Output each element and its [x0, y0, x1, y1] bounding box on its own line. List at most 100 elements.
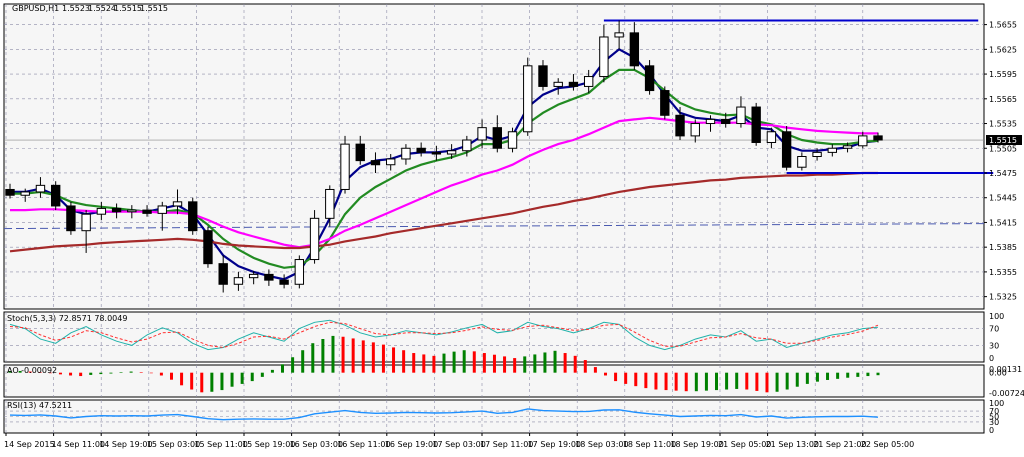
candle-body [644, 65, 655, 92]
candle-body [203, 230, 213, 265]
candle-body [309, 217, 320, 261]
rsi-tick-label: 100 [989, 399, 1004, 408]
candle-body [873, 135, 883, 141]
stoch-signal-line [9, 321, 879, 349]
candle-body [431, 151, 442, 155]
x-tick-label: 18 Sep 03:00 [575, 440, 628, 449]
y-tick-label: 1.5655 [989, 21, 1017, 30]
x-tick-label: 17 Sep 11:00 [480, 440, 533, 449]
x-tick-label: 15 Sep 03:00 [147, 440, 200, 449]
axis-labels: 1.5655 1.5625 1.5595 1.5565 1.5535 1.5505 1.54… [4, 21, 1024, 449]
x-tick-label: 15 Sep 11:00 [194, 440, 247, 449]
x-tick-label: 21 Sep 05:00 [718, 440, 771, 449]
candle-body [614, 32, 624, 38]
x-tick-label: 14 Sep 2015 [4, 440, 55, 449]
candle-body [142, 209, 152, 214]
y-tick-label: 1.5445 [989, 194, 1017, 203]
candle-body [172, 201, 183, 207]
x-tick-label: 21 Sep 21:00 [813, 440, 866, 449]
x-tick-label: 14 Sep 19:00 [99, 440, 152, 449]
candles [5, 20, 883, 293]
x-tick-label: 14 Sep 11:00 [52, 440, 105, 449]
x-tick-label: 15 Sep 19:00 [242, 440, 295, 449]
candle-body [325, 188, 335, 219]
ohlc-open: 1.5523 [62, 4, 90, 13]
candle-body [50, 184, 61, 207]
y-tick-label: 1.5415 [989, 218, 1017, 227]
candle-body [35, 184, 46, 193]
current-price-marker [986, 135, 1022, 146]
ao-tick-label: 0.00131 [989, 365, 1022, 374]
y-tick-label: 1.5385 [989, 243, 1017, 252]
ohlc-close: 1.5515 [140, 4, 168, 13]
ma-line [9, 171, 878, 253]
candle-body [294, 259, 305, 285]
candle-body [248, 273, 259, 279]
stoch-tick-label: 100 [989, 312, 1004, 321]
x-tick-label: 21 Sep 13:00 [766, 440, 819, 449]
x-tick-label: 17 Sep 19:00 [528, 440, 581, 449]
candle-body [690, 123, 700, 137]
y-tick-label: 1.5325 [989, 293, 1017, 302]
candle-body [599, 36, 609, 78]
candle-body [553, 81, 563, 87]
ao-tick-label: 0.00 [989, 369, 1007, 378]
stoch-pane [3, 311, 985, 363]
x-tick-label: 18 Sep 11:00 [623, 440, 676, 449]
candle-body [858, 135, 868, 147]
candle-body [370, 160, 381, 166]
candle-body [20, 191, 30, 196]
ma-line [10, 47, 879, 281]
candle-body [279, 279, 289, 285]
ohlc-low: 1.5515 [114, 4, 142, 13]
candle-body [797, 156, 807, 168]
stoch-label: Stoch(5,3,3) 72.8571 78.0049 [7, 314, 127, 323]
y-tick-label: 1.5595 [989, 70, 1017, 79]
rsi-series [9, 408, 879, 421]
candle-body [842, 145, 853, 149]
ao-tick-label: -0.00724 [989, 389, 1024, 398]
candle-body [340, 143, 350, 190]
candle-body [812, 151, 822, 157]
rsi-tick-label: 50 [989, 413, 999, 422]
ao-label: AO -0.00092 [7, 366, 57, 375]
candle-body [446, 150, 457, 155]
candle-body [766, 131, 777, 143]
symbol-header: GBPUSD,H1 [12, 4, 59, 13]
current-price-label: 1.5515 [989, 136, 1017, 145]
candle-body [675, 114, 685, 137]
x-tick-label: 16 Sep 11:00 [337, 440, 390, 449]
y-tick-label: 1.5355 [989, 268, 1017, 277]
candle-body [462, 139, 472, 152]
grid [4, 4, 984, 433]
candle-body [127, 209, 137, 213]
x-tick-label: 16 Sep 03:00 [290, 440, 343, 449]
candle-body [538, 65, 548, 87]
stoch-tick-label: 70 [989, 325, 999, 334]
candle-body [355, 143, 365, 162]
candle-body [827, 147, 838, 153]
candle-body [721, 118, 731, 125]
ohlc-high: 1.5524 [88, 4, 116, 13]
candle-body [66, 205, 76, 232]
candle-body [386, 158, 396, 166]
y-tick-label: 1.5535 [989, 120, 1017, 129]
candle-body [188, 201, 198, 232]
x-tick-label: 18 Sep 19:00 [670, 440, 723, 449]
ma-line [10, 116, 878, 249]
candle-body [96, 207, 107, 215]
candle-body [568, 81, 579, 87]
candle-body [157, 205, 167, 214]
candle-body [233, 277, 244, 285]
candle-body [477, 127, 487, 141]
candle-body [751, 106, 761, 143]
dashed-level-line [3, 223, 985, 230]
x-tick-label: 16 Sep 19:00 [385, 440, 438, 449]
candle-body [507, 131, 518, 149]
rsi-label: RSI(13) 47.5211 [7, 401, 72, 410]
candle-body [5, 188, 15, 196]
candle-body [629, 32, 640, 67]
candle-body [492, 127, 502, 149]
candle-body [736, 106, 746, 125]
